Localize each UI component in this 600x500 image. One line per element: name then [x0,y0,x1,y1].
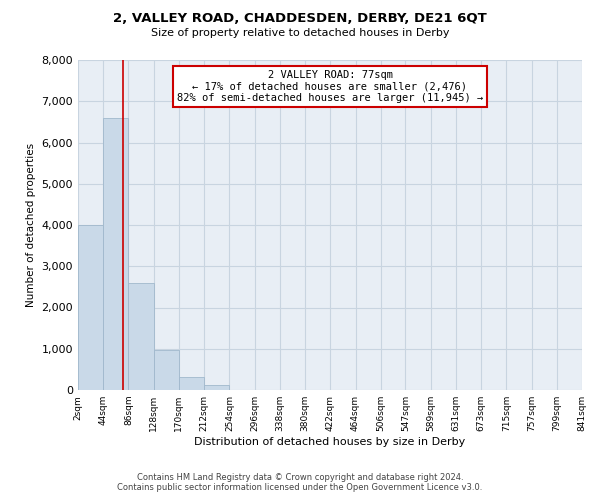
Y-axis label: Number of detached properties: Number of detached properties [26,143,36,307]
Bar [128,283,154,390]
Bar [204,385,229,390]
Text: 2 VALLEY ROAD: 77sqm
← 17% of detached houses are smaller (2,476)
82% of semi-de: 2 VALLEY ROAD: 77sqm ← 17% of detached h… [177,70,483,103]
X-axis label: Distribution of detached houses by size in Derby: Distribution of detached houses by size … [194,437,466,447]
Text: Contains public sector information licensed under the Open Government Licence v3: Contains public sector information licen… [118,483,482,492]
Bar [103,118,128,390]
Bar [154,350,179,390]
Bar [179,377,204,390]
Text: 2, VALLEY ROAD, CHADDESDEN, DERBY, DE21 6QT: 2, VALLEY ROAD, CHADDESDEN, DERBY, DE21 … [113,12,487,26]
Text: Size of property relative to detached houses in Derby: Size of property relative to detached ho… [151,28,449,38]
Text: Contains HM Land Registry data © Crown copyright and database right 2024.: Contains HM Land Registry data © Crown c… [137,473,463,482]
Bar [78,225,103,390]
